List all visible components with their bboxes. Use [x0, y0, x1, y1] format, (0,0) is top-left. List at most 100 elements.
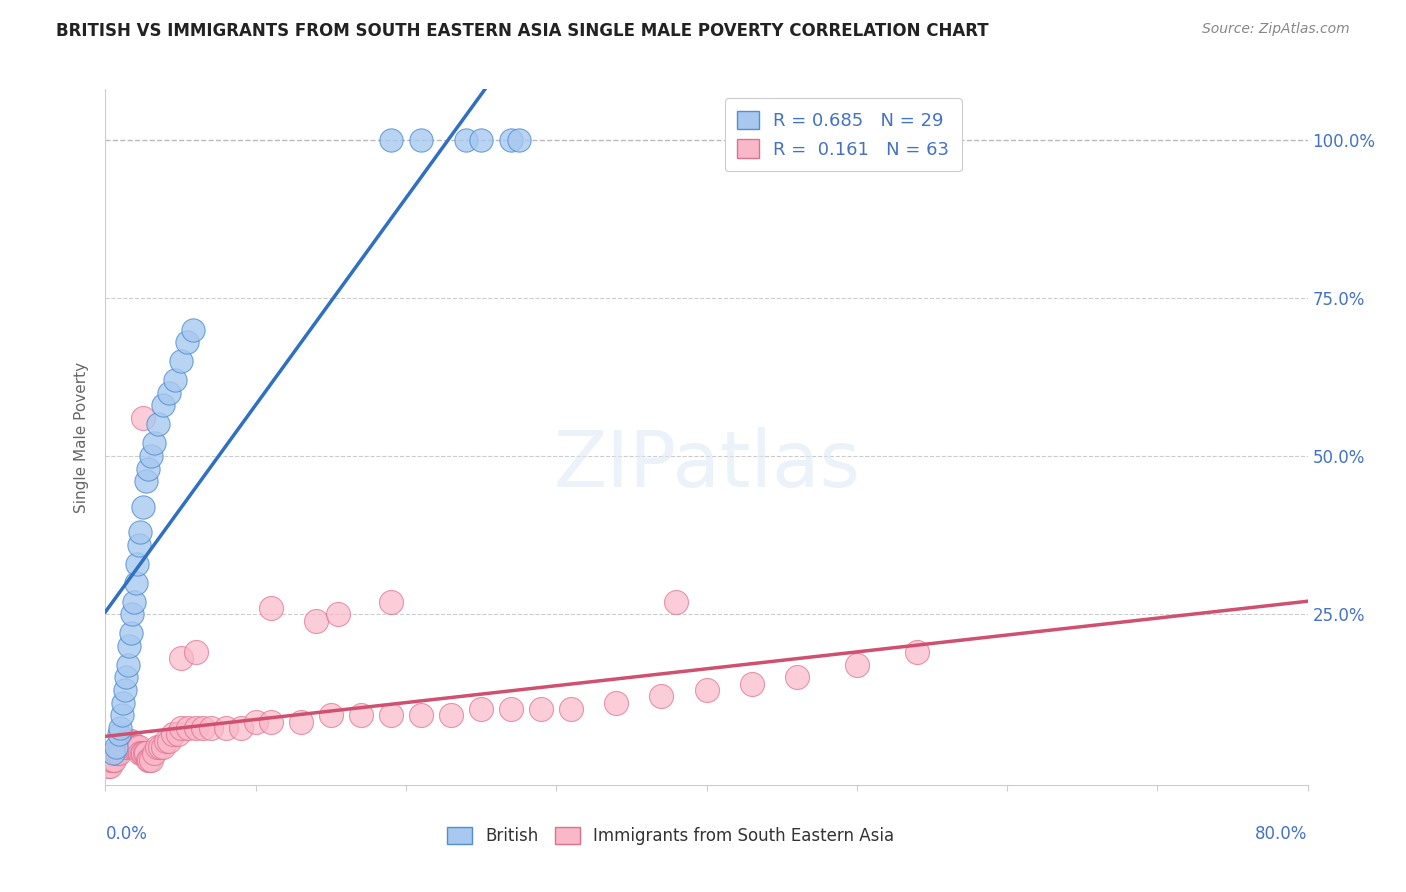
Point	[120, 626, 142, 640]
Point	[103, 753, 125, 767]
Point	[132, 747, 155, 761]
Point	[145, 739, 167, 754]
Point	[139, 449, 162, 463]
Point	[177, 721, 200, 735]
Point	[134, 747, 156, 761]
Point	[181, 322, 204, 336]
Point	[176, 335, 198, 350]
Point	[108, 747, 131, 761]
Point	[440, 708, 463, 723]
Point	[229, 721, 252, 735]
Point	[114, 683, 136, 698]
Point	[125, 557, 148, 571]
Point	[380, 708, 402, 723]
Point	[169, 651, 191, 665]
Point	[200, 721, 222, 735]
Point	[135, 747, 157, 761]
Point	[101, 753, 124, 767]
Point	[129, 524, 152, 539]
Point	[214, 721, 236, 735]
Point	[112, 696, 135, 710]
Point	[245, 714, 267, 729]
Legend: R = 0.685   N = 29, R =  0.161   N = 63: R = 0.685 N = 29, R = 0.161 N = 63	[724, 98, 962, 171]
Point	[665, 594, 688, 608]
Text: 80.0%: 80.0%	[1256, 825, 1308, 843]
Point	[115, 670, 138, 684]
Point	[97, 759, 120, 773]
Point	[501, 702, 523, 716]
Point	[786, 670, 808, 684]
Point	[110, 721, 132, 735]
Point	[152, 399, 174, 413]
Point	[120, 733, 142, 747]
Point	[110, 739, 132, 754]
Point	[125, 739, 148, 754]
Point	[350, 708, 373, 723]
Point	[142, 436, 165, 450]
Point	[319, 708, 342, 723]
Point	[111, 739, 134, 754]
Point	[111, 708, 134, 723]
Point	[124, 739, 146, 754]
Point	[169, 354, 191, 368]
Point	[122, 594, 145, 608]
Point	[454, 133, 477, 147]
Point	[118, 733, 141, 747]
Point	[650, 690, 672, 704]
Point	[98, 759, 121, 773]
Point	[741, 677, 763, 691]
Y-axis label: Single Male Poverty: Single Male Poverty	[75, 361, 90, 513]
Point	[108, 727, 131, 741]
Point	[501, 133, 523, 147]
Point	[845, 657, 868, 672]
Point	[136, 753, 159, 767]
Point	[328, 607, 350, 622]
Point	[162, 727, 184, 741]
Point	[100, 753, 122, 767]
Text: BRITISH VS IMMIGRANTS FROM SOUTH EASTERN ASIA SINGLE MALE POVERTY CORRELATION CH: BRITISH VS IMMIGRANTS FROM SOUTH EASTERN…	[56, 22, 988, 40]
Point	[101, 747, 124, 761]
Point	[122, 739, 145, 754]
Point	[132, 411, 155, 425]
Point	[508, 133, 530, 147]
Point	[560, 702, 582, 716]
Point	[136, 461, 159, 475]
Point	[191, 721, 214, 735]
Point	[142, 747, 165, 761]
Point	[128, 538, 150, 552]
Point	[131, 747, 153, 761]
Point	[260, 714, 283, 729]
Point	[380, 133, 402, 147]
Point	[107, 747, 129, 761]
Point	[260, 600, 283, 615]
Point	[135, 475, 157, 489]
Text: 0.0%: 0.0%	[105, 825, 148, 843]
Point	[169, 721, 191, 735]
Point	[115, 733, 138, 747]
Point	[132, 500, 155, 514]
Point	[146, 417, 169, 432]
Point	[155, 733, 177, 747]
Point	[104, 747, 127, 761]
Point	[139, 753, 162, 767]
Point	[605, 696, 627, 710]
Point	[148, 739, 170, 754]
Point	[118, 639, 141, 653]
Point	[138, 753, 160, 767]
Point	[121, 607, 143, 622]
Point	[121, 739, 143, 754]
Text: ZIPatlas: ZIPatlas	[553, 427, 860, 503]
Point	[129, 747, 152, 761]
Point	[470, 702, 492, 716]
Point	[117, 657, 139, 672]
Point	[157, 733, 180, 747]
Point	[157, 385, 180, 400]
Point	[184, 721, 207, 735]
Point	[117, 733, 139, 747]
Point	[152, 739, 174, 754]
Point	[470, 133, 492, 147]
Point	[530, 702, 553, 716]
Point	[128, 739, 150, 754]
Point	[305, 614, 328, 628]
Point	[163, 373, 186, 387]
